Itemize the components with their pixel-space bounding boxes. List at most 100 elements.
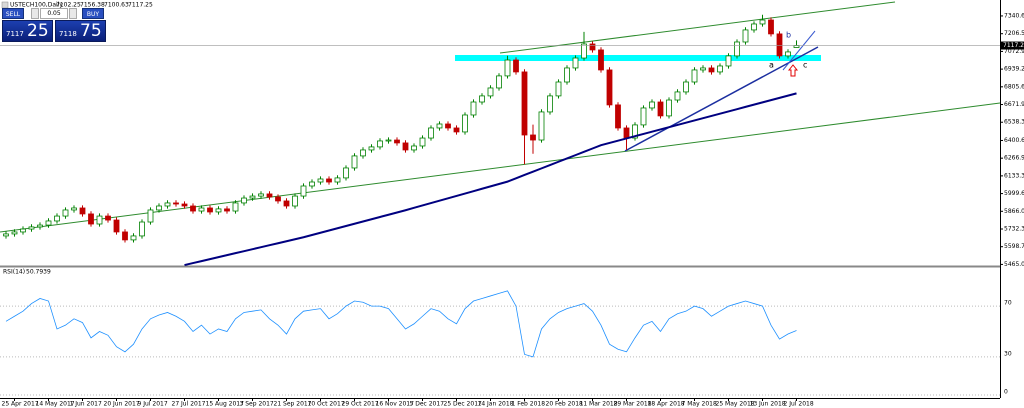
candle-body (105, 215, 111, 221)
candle-body (734, 41, 740, 57)
y-tick-label: 5999.65 (1004, 190, 1024, 197)
candle-body (377, 140, 383, 148)
arrow-up (787, 64, 799, 77)
candle-body (130, 235, 137, 241)
x-tick-label: 14 Jan 2018 (478, 401, 514, 408)
candle-body (147, 209, 154, 223)
candle-body (470, 101, 477, 116)
channel-lower (0, 102, 1001, 233)
x-tick-label: 27 Jul 2017 (172, 401, 206, 408)
candle-body (181, 203, 188, 207)
candle-body (504, 59, 511, 77)
candle-body (385, 139, 392, 142)
candle-body (538, 111, 545, 141)
current-price-box (1001, 41, 1024, 50)
y-tick-label: 5866.00 (1004, 208, 1024, 215)
candle-body (309, 181, 315, 187)
lot-input[interactable]: 0.05 (40, 8, 68, 19)
ohlc-open: 7102.25 (56, 2, 81, 9)
buy-button[interactable]: BUY (82, 8, 104, 19)
x-tick-label: 29 Oct 2017 (342, 401, 379, 408)
candle-body (3, 233, 9, 237)
x-tick-label: 16 Nov 2017 (376, 401, 415, 408)
candle-body (530, 134, 536, 141)
candle-body (62, 209, 69, 217)
x-tick-label: 21 Sep 2017 (274, 401, 312, 408)
candle-body (275, 196, 281, 202)
y-tick-label: 6671.95 (1004, 101, 1024, 108)
y-tick-label: 7340.65 (1004, 12, 1024, 19)
candle-body (96, 215, 103, 225)
x-tick-label: 7 May 2018 (682, 401, 717, 408)
candle-body (725, 55, 732, 67)
candle-body (759, 19, 766, 25)
candle-body (657, 101, 664, 117)
x-tick-label: 2 Jul 2018 (784, 401, 814, 408)
rsi-tick-label: 30 (1004, 350, 1012, 357)
y-tick-label: 6266.95 (1004, 155, 1024, 162)
x-tick-label: 9 Jul 2017 (138, 401, 168, 408)
candle-body (224, 208, 230, 212)
candle-body (411, 145, 417, 151)
buy-quote[interactable]: 7118 75 (55, 20, 106, 42)
candle-body (28, 226, 35, 230)
candle-body (496, 75, 502, 89)
lot-decrease[interactable] (31, 8, 39, 19)
x-tick-label: 20 Jun 2017 (104, 401, 140, 408)
lot-increase[interactable] (69, 8, 77, 19)
channel-upper (499, 1, 896, 54)
candle-body (79, 207, 86, 215)
sell-price-main: 7117 (6, 30, 24, 38)
sell-quote[interactable]: 7117 25 (2, 20, 53, 42)
indicator-value: 50.7939 (26, 269, 51, 276)
candle-body (521, 71, 528, 136)
candle-body (606, 69, 613, 106)
candle-body (717, 65, 723, 73)
candle-body (572, 57, 579, 69)
candle-body (700, 67, 706, 71)
candle-body (173, 202, 179, 205)
ohlc-high: 7156.38 (80, 2, 105, 9)
candle-body (164, 202, 171, 207)
x-tick-label: 3 Sep 2017 (240, 401, 274, 408)
y-tick-label: 7206.55 (1004, 30, 1024, 37)
x-tick-label: 25 Dec 2017 (444, 401, 483, 408)
x-tick-label: 1 Feb 2018 (512, 401, 546, 408)
candle-body (207, 207, 213, 213)
x-tick-label: 25 Apr 2017 (2, 401, 39, 408)
ohlc-low: 7100.63 (104, 2, 129, 9)
candle-body (640, 107, 647, 126)
x-tick-label: 10 Oct 2017 (308, 401, 345, 408)
annotation: a (769, 61, 774, 70)
candle-body (283, 200, 290, 207)
x-tick-label: 15 Aug 2017 (206, 401, 245, 408)
candle-body (453, 127, 460, 133)
x-tick-label: 29 Mar 2018 (614, 401, 652, 408)
candle-body (564, 67, 570, 83)
trendline-short (782, 30, 816, 71)
candle-body (674, 91, 681, 101)
moving-average (184, 92, 797, 267)
candle-body (615, 104, 621, 129)
y-tick-label: 6538.30 (1004, 119, 1024, 126)
candle-body (156, 205, 162, 211)
sell-button[interactable]: SELL (2, 8, 24, 19)
current-price-label: 7117.25 (1003, 42, 1024, 49)
rsi-line (5, 290, 797, 358)
x-tick-label: 1 Jun 2017 (70, 401, 102, 408)
x-tick-label: 14 May 2017 (36, 401, 75, 408)
rsi-tick-label: 70 (1004, 300, 1012, 307)
candle-body (513, 59, 519, 73)
x-tick-label: 25 May 2018 (716, 401, 755, 408)
ohlc-close: 7117.25 (128, 2, 153, 9)
candle-body (11, 231, 18, 235)
candle-body (768, 19, 774, 35)
candle-body (487, 87, 494, 97)
candle-body (649, 101, 655, 109)
indicator-title: RSI(14) (3, 269, 25, 276)
x-tick-label: 5 Dec 2017 (410, 401, 445, 408)
candle-body (368, 146, 375, 151)
candle-body (581, 43, 587, 59)
candle-body (785, 51, 791, 57)
buy-price-pips: 75 (80, 21, 102, 41)
